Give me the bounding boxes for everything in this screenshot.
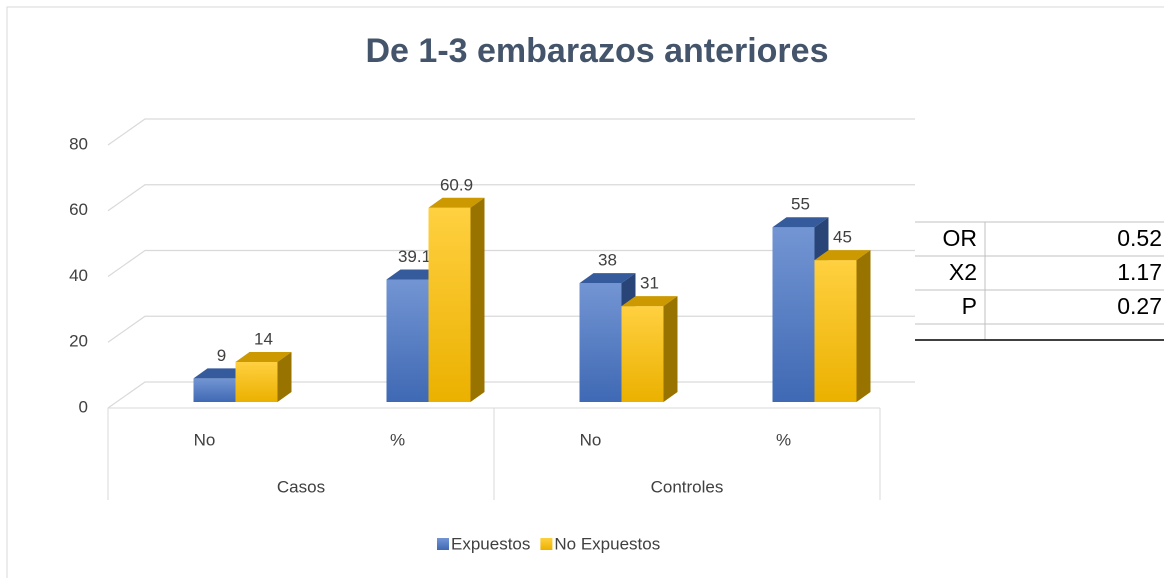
bar-front xyxy=(579,283,622,402)
bar-front xyxy=(772,227,815,402)
legend-label: Expuestos xyxy=(451,534,530,553)
bar-front xyxy=(428,207,471,402)
data-label: 31 xyxy=(640,274,659,293)
bar-top xyxy=(235,351,292,362)
bar-top xyxy=(772,217,829,228)
table-cell: 1.17 xyxy=(1117,259,1162,285)
x-tick-label: No xyxy=(580,430,602,449)
bar-side xyxy=(663,296,678,402)
group-label: Controles xyxy=(651,477,724,496)
x-tick-label: % xyxy=(390,430,405,449)
data-label: 14 xyxy=(254,329,273,348)
bar xyxy=(814,250,871,402)
table-cell: 0.27 xyxy=(1117,293,1162,319)
grid-line xyxy=(107,249,915,277)
bar-front xyxy=(386,279,429,402)
bar-front xyxy=(814,260,857,402)
data-label: 39.1 xyxy=(398,247,431,266)
data-label: 38 xyxy=(598,251,617,270)
bar-side xyxy=(277,351,292,402)
x-tick-label: No xyxy=(194,430,216,449)
table-cell: OR xyxy=(943,225,978,251)
data-label: 60.9 xyxy=(440,175,473,194)
table-cell: 0.52 xyxy=(1117,225,1162,251)
data-label: 55 xyxy=(791,195,810,214)
bar xyxy=(621,296,678,402)
bar-front xyxy=(621,306,664,402)
legend-swatch xyxy=(437,538,449,550)
bar xyxy=(235,351,292,402)
y-tick-label: 60 xyxy=(69,200,88,219)
table-cell: X2 xyxy=(949,259,977,285)
data-label: 9 xyxy=(217,346,226,365)
bar-side xyxy=(470,197,485,402)
bar-top xyxy=(579,273,636,284)
legend-swatch xyxy=(540,538,553,550)
y-tick-label: 0 xyxy=(79,397,88,416)
bar-front xyxy=(235,361,278,402)
chart-title: De 1-3 embarazos anteriores xyxy=(366,32,829,70)
bar-top xyxy=(621,296,678,307)
bar xyxy=(428,197,485,402)
grid-line xyxy=(107,118,915,146)
group-label: Casos xyxy=(277,477,325,496)
y-tick-label: 80 xyxy=(69,134,88,153)
bar-side xyxy=(856,250,871,402)
x-tick-label: % xyxy=(776,430,791,449)
bar-top xyxy=(814,250,871,261)
grid-line xyxy=(107,184,915,212)
table-bg xyxy=(915,222,1164,324)
legend-label: No Expuestos xyxy=(554,534,660,553)
bar xyxy=(772,217,829,402)
y-tick-label: 20 xyxy=(69,332,88,351)
data-label: 45 xyxy=(833,228,852,247)
y-tick-label: 40 xyxy=(69,266,88,285)
bar-front xyxy=(193,378,236,402)
bar-top xyxy=(428,197,485,208)
table-cell: P xyxy=(962,293,977,319)
